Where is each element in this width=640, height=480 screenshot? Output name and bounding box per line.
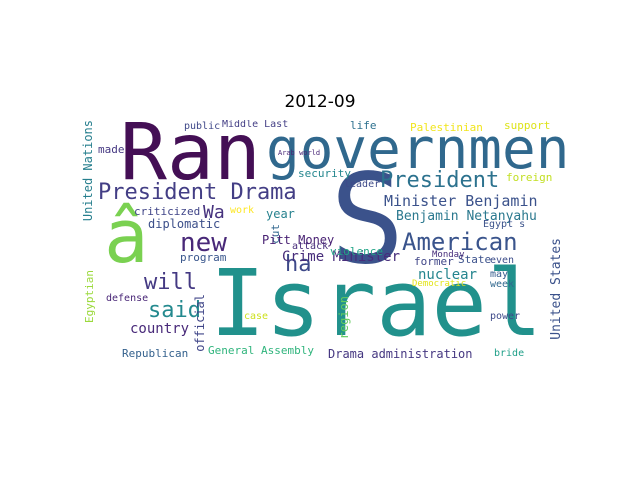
cloud-word: public: [184, 121, 221, 132]
cloud-word: S: [330, 148, 405, 292]
cloud-word: Arab world: [278, 149, 321, 157]
cloud-word: year: [266, 207, 295, 221]
cloud-word: â: [104, 194, 149, 280]
cloud-word: support: [504, 120, 551, 132]
cloud-word: country: [130, 321, 190, 337]
cloud-word: security: [298, 167, 351, 180]
cloud-word: made: [98, 143, 125, 156]
cloud-word: new: [180, 228, 227, 258]
cloud-word: Republican: [122, 347, 189, 360]
cloud-word: State: [458, 253, 492, 266]
cloud-word: life: [350, 120, 377, 132]
cloud-word: former: [414, 255, 454, 268]
cloud-word: diplomatic: [148, 217, 221, 231]
cloud-word: Democratic: [412, 279, 467, 289]
cloud-word: Minister Benjamin: [384, 192, 538, 210]
word-cloud: Ran government S Israel â President Dram…: [80, 120, 568, 364]
cloud-word: Israel: [210, 250, 543, 357]
chart-title: 2012-09: [284, 92, 356, 112]
cloud-word: bride: [494, 348, 525, 359]
cloud-word: Palestinian: [410, 121, 483, 134]
cloud-word: Benjamin Netanyahu: [396, 209, 537, 224]
cloud-word: may: [490, 269, 509, 280]
cloud-word: Drama administration: [328, 347, 473, 361]
cloud-word: Middle Last: [222, 120, 289, 130]
cloud-word: will: [144, 270, 197, 295]
cloud-word: even: [490, 255, 515, 266]
cloud-word: foreign: [506, 171, 553, 184]
cloud-word: General Assembly: [208, 344, 314, 357]
cloud-word: government: [266, 120, 568, 182]
cloud-word: violence: [330, 245, 383, 258]
cloud-word: region: [337, 296, 351, 340]
cloud-word: leader: [344, 179, 381, 190]
cloud-word: American: [402, 228, 518, 256]
cloud-word: said: [148, 298, 201, 323]
cloud-word: nuclear: [418, 267, 478, 283]
cloud-word: Egypt s: [483, 219, 526, 230]
cloud-word: President: [380, 168, 500, 193]
cloud-word: attack: [292, 241, 329, 252]
cloud-word: Pitt Money: [262, 233, 335, 247]
cloud-word: President Drama: [98, 180, 297, 205]
cloud-word: Crime Minister: [282, 249, 401, 265]
cloud-word: criticized: [134, 205, 201, 218]
cloud-word: week: [490, 279, 515, 290]
cloud-word: Monday: [432, 250, 465, 260]
cloud-word: United States: [549, 238, 564, 340]
cloud-word: defense: [106, 293, 149, 304]
cloud-word: United Nations: [81, 120, 95, 222]
cloud-word: ha: [285, 252, 312, 277]
cloud-word: power: [490, 311, 521, 322]
cloud-word: program: [180, 251, 227, 264]
cloud-word: case: [244, 311, 269, 322]
cloud-word: Ran: [120, 120, 261, 198]
cloud-word: work: [230, 205, 255, 216]
cloud-word: Egyptian: [83, 270, 96, 323]
cloud-word: Wa: [203, 202, 225, 223]
